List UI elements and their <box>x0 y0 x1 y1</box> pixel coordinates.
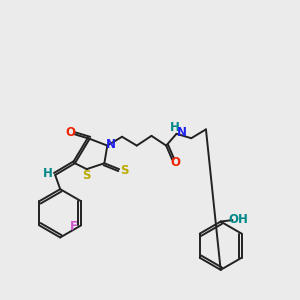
Text: H: H <box>170 122 180 134</box>
Text: O: O <box>170 156 180 169</box>
Text: S: S <box>82 169 90 182</box>
Text: N: N <box>177 126 187 140</box>
Text: OH: OH <box>228 213 248 226</box>
Text: S: S <box>120 164 128 176</box>
Text: N: N <box>106 138 116 151</box>
Text: H: H <box>43 167 53 180</box>
Text: O: O <box>65 126 75 139</box>
Text: F: F <box>69 220 77 233</box>
